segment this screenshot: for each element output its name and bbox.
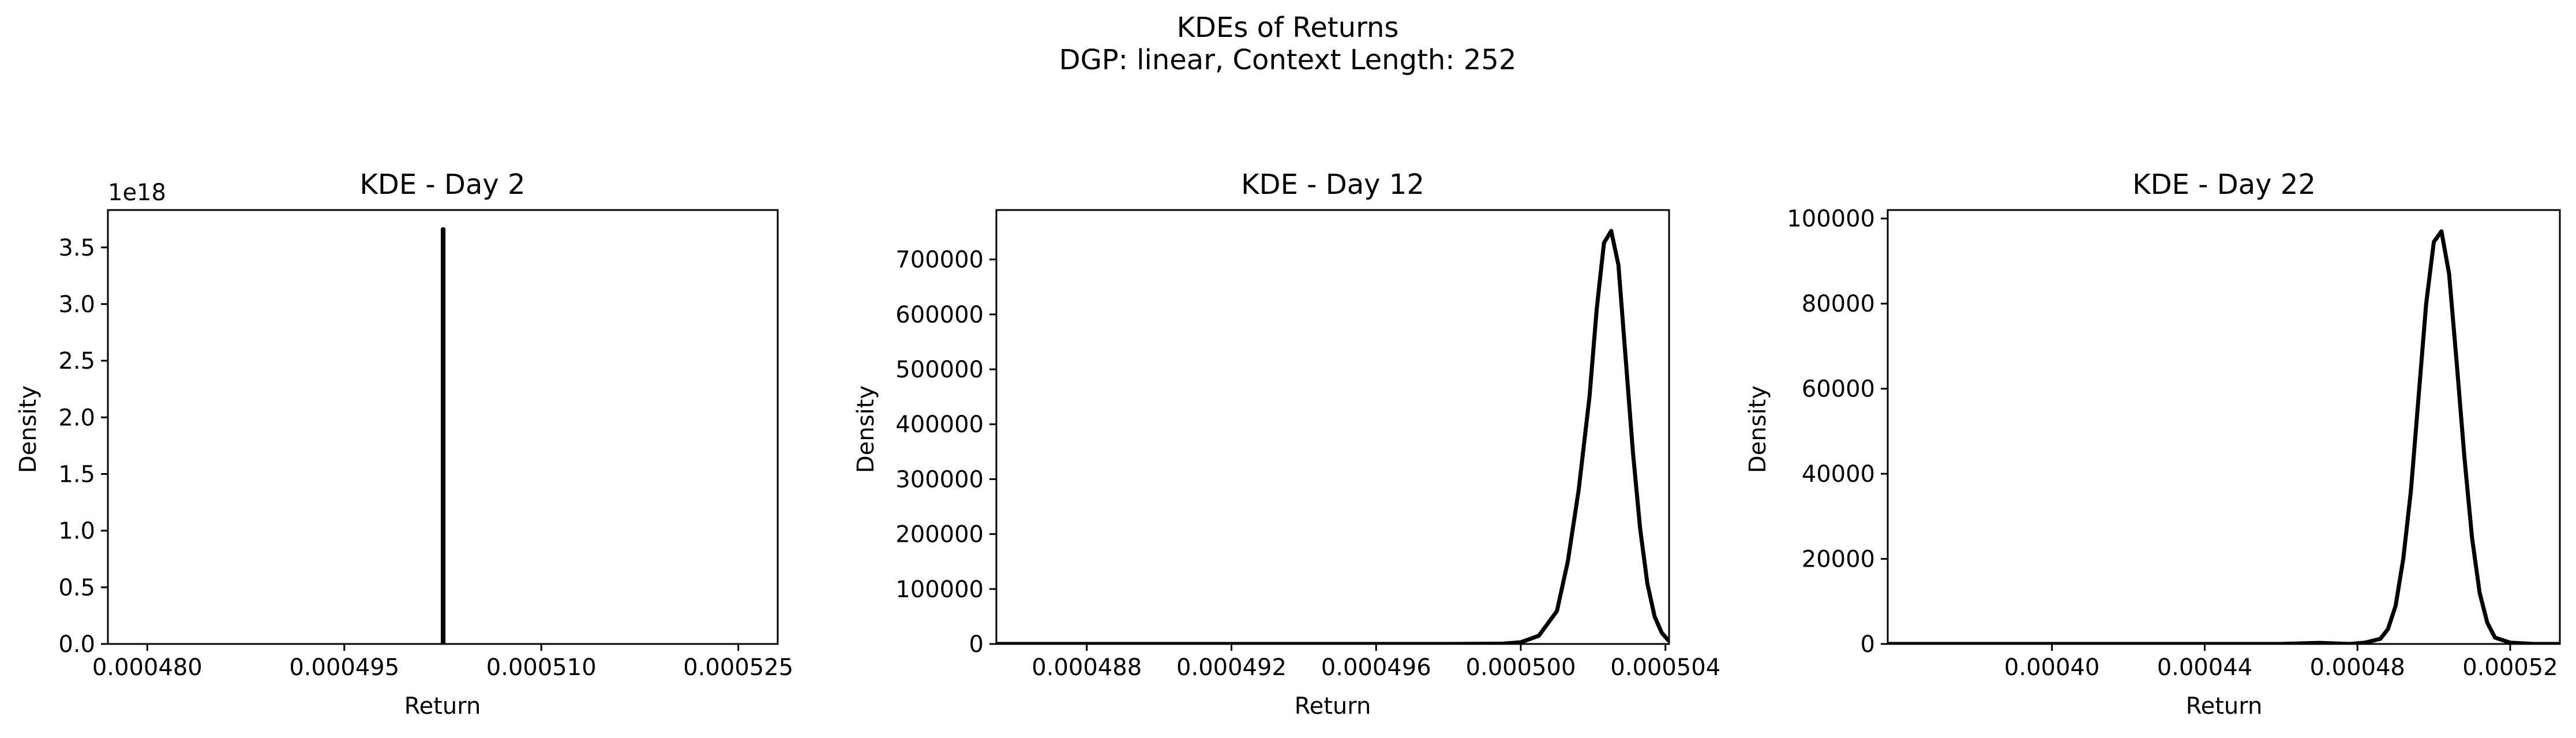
- x-tick-label: 0.000480: [92, 654, 203, 681]
- x-tick-label: 0.000510: [486, 654, 597, 681]
- x-tick-label: 0.000492: [1176, 654, 1287, 681]
- y-tick-label: 400000: [895, 411, 984, 438]
- y-axis-label: Density: [853, 385, 879, 473]
- kde-day-2-chart: KDE - Day 2 1e18 Return Density 0.000480…: [15, 168, 793, 720]
- y-tick-label: 1.0: [58, 518, 95, 545]
- y-tick-label: 300000: [895, 466, 984, 493]
- y-tick-label: 700000: [895, 247, 984, 274]
- x-tick-label: 0.000525: [683, 654, 793, 681]
- y-tick-label: 2.5: [58, 348, 95, 374]
- x-tick-label: 0.000495: [289, 654, 399, 681]
- y-tick-label: 2.0: [58, 404, 95, 431]
- y-tick-label: 100000: [895, 576, 984, 603]
- y-tick-label: 100000: [1787, 206, 1875, 233]
- x-tick-label: 0.00048: [2309, 654, 2405, 681]
- kde-day-12-chart: KDE - Day 12 Return Density 0.000488 0.00…: [853, 168, 1720, 720]
- x-tick-label: 0.00044: [2157, 654, 2252, 681]
- y-tick-label: 40000: [1802, 461, 1875, 488]
- x-tick-label: 0.000496: [1321, 654, 1431, 681]
- kde-density-line: [996, 228, 1669, 644]
- y-tick-label: 3.5: [58, 235, 95, 261]
- x-tick-label: 0.00040: [2004, 654, 2099, 681]
- x-tick-label: 0.000500: [1466, 654, 1576, 681]
- y-tick-label: 60000: [1802, 376, 1875, 403]
- y-tick-label: 0: [1861, 631, 1875, 658]
- plot-frame: [1887, 209, 2561, 645]
- y-offset-label: 1e18: [108, 179, 166, 206]
- kde-day-22-chart: KDE - Day 22 Return Density 0.00040 0.000…: [1745, 168, 2561, 720]
- y-axis-label: Density: [1745, 385, 1771, 473]
- x-tick-label: 0.00052: [2462, 654, 2558, 681]
- y-axis-label: Density: [15, 385, 42, 473]
- y-tick-label: 0.0: [58, 631, 95, 658]
- y-tick-label: 0.5: [58, 575, 95, 601]
- y-tick-label: 600000: [895, 302, 984, 328]
- y-tick-label: 20000: [1802, 546, 1875, 573]
- x-axis-label: Return: [1295, 693, 1371, 720]
- x-tick-label: 0.000504: [1610, 654, 1720, 681]
- plot-frame: [107, 209, 779, 645]
- y-tick-label: 80000: [1802, 291, 1875, 317]
- chart-title: KDE - Day 12: [1241, 168, 1424, 201]
- y-tick-label: 0: [969, 631, 984, 658]
- y-tick-label: 3.0: [58, 291, 95, 318]
- x-axis-label: Return: [404, 693, 481, 720]
- y-tick-label: 500000: [895, 357, 984, 383]
- x-axis-label: Return: [2186, 693, 2263, 720]
- kde-density-line: [441, 227, 446, 644]
- chart-title: KDE - Day 22: [2132, 168, 2316, 201]
- figure-title: KDEs of Returns: [1177, 12, 1399, 44]
- figure-subtitle: DGP: linear, Context Length: 252: [1059, 44, 1517, 76]
- y-tick-label: 1.5: [58, 461, 95, 488]
- y-tick-label: 200000: [895, 522, 984, 548]
- plot-frame: [995, 209, 1670, 645]
- kde-density-line: [1888, 229, 2560, 644]
- x-tick-label: 0.000488: [1032, 654, 1142, 681]
- chart-title: KDE - Day 2: [359, 168, 525, 201]
